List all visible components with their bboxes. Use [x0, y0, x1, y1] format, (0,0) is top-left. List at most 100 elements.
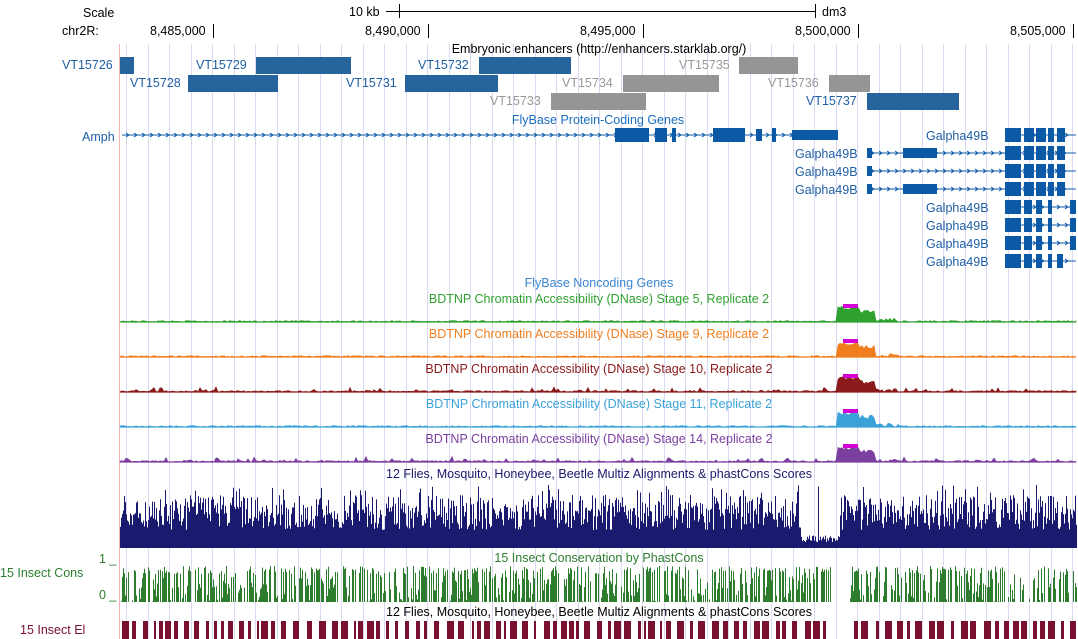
phastcons-bar	[877, 566, 878, 602]
phastcons-bar	[466, 600, 467, 602]
gene-label-amph[interactable]: Amph	[82, 130, 115, 144]
multiz-bar	[437, 516, 438, 548]
phastcons-bar	[294, 566, 295, 602]
dnase-stage5-title[interactable]: BDTNP Chromatin Accessibility (DNase) St…	[428, 292, 770, 306]
enhancer-feature[interactable]	[405, 75, 498, 92]
multiz-bar	[869, 499, 870, 548]
dnase-stage11-title[interactable]: BDTNP Chromatin Accessibility (DNase) St…	[425, 397, 773, 411]
dnase-stage14-title[interactable]: BDTNP Chromatin Accessibility (DNase) St…	[425, 432, 773, 446]
phastcons-bar	[826, 569, 827, 602]
dnase-stage10-title[interactable]: BDTNP Chromatin Accessibility (DNase) St…	[425, 362, 773, 376]
enhancer-label[interactable]: VT15728	[130, 76, 181, 90]
phastcons-bar	[421, 566, 422, 602]
multiz-bar	[1032, 528, 1033, 548]
flybase-track-title[interactable]: FlyBase Protein-Coding Genes	[511, 113, 685, 127]
multiz-bar	[320, 497, 321, 548]
enhancer-feature[interactable]	[256, 57, 351, 74]
conserved-element	[416, 621, 420, 639]
multiz-bar	[277, 515, 278, 548]
enhancer-track-title[interactable]: Embryonic enhancers (http://enhancers.st…	[451, 42, 747, 56]
galpha-gene-arrow	[958, 168, 963, 174]
noncoding-track-title[interactable]: FlyBase Noncoding Genes	[524, 276, 674, 290]
multiz-bar	[328, 499, 329, 548]
enhancer-label[interactable]: VT15732	[418, 58, 469, 72]
multiz-bar	[607, 511, 608, 548]
conserved-element	[477, 621, 481, 639]
dnase-stage9-title[interactable]: BDTNP Chromatin Accessibility (DNase) St…	[428, 327, 770, 341]
phastcons-bar	[201, 573, 202, 602]
phastcons-bar	[247, 571, 248, 602]
gene-label-galpha49b[interactable]: Galpha49B	[926, 129, 989, 143]
multiz-bar	[842, 529, 843, 548]
enhancer-feature[interactable]	[479, 57, 571, 74]
multiz-bar	[177, 508, 178, 548]
gene-label-galpha49b[interactable]: Galpha49B	[926, 255, 989, 269]
elements-left-label[interactable]: 15 Insect El	[20, 623, 86, 637]
multiz-bar	[151, 515, 152, 548]
multiz-bar	[365, 490, 366, 548]
gene-label-galpha49b[interactable]: Galpha49B	[795, 147, 858, 161]
phastcons-bar	[901, 577, 902, 602]
phastcons-bar	[467, 569, 468, 602]
enhancer-feature[interactable]	[623, 75, 719, 92]
enhancer-feature[interactable]	[829, 75, 870, 92]
gene-label-galpha49b[interactable]: Galpha49B	[795, 183, 858, 197]
phastcons-bar	[383, 593, 384, 602]
multiz-bar	[285, 528, 286, 548]
grid-line	[1029, 44, 1030, 639]
phastcons-bar	[431, 573, 432, 602]
phastcons-bar	[957, 585, 958, 602]
gene-models-svg[interactable]	[0, 0, 1078, 300]
phastcons-bar	[1048, 568, 1049, 602]
galpha-gene-arrow	[1064, 204, 1069, 210]
gene-label-galpha49b[interactable]: Galpha49B	[926, 237, 989, 251]
multiz-bar	[126, 514, 127, 548]
conserved-element	[522, 621, 528, 639]
conserved-element	[712, 621, 719, 639]
gene-label-galpha49b[interactable]: Galpha49B	[926, 219, 989, 233]
multiz-bar	[868, 513, 869, 548]
phastcons-bar	[221, 571, 222, 602]
phastcons-left-label[interactable]: 15 Insect Cons	[0, 566, 84, 580]
amph-gene-arrow	[541, 132, 546, 138]
multiz-bar	[547, 507, 548, 548]
gene-label-galpha49b[interactable]: Galpha49B	[926, 201, 989, 215]
multiz-bar	[217, 503, 218, 548]
enhancer-label[interactable]: VT15731	[346, 76, 397, 90]
amph-gene-arrow	[477, 132, 482, 138]
enhancer-feature[interactable]	[739, 57, 798, 74]
multiz-bar	[438, 515, 439, 548]
galpha-gene-arrow	[982, 150, 987, 156]
enhancer-feature[interactable]	[188, 75, 278, 92]
phastcons-bar	[722, 587, 723, 602]
multiz-bar	[675, 527, 676, 548]
enhancer-label[interactable]: VT15729	[196, 58, 247, 72]
phastcons-bar	[793, 579, 794, 602]
enhancer-feature[interactable]	[120, 57, 134, 74]
multiz-bar	[242, 527, 243, 548]
multiz-bar	[745, 496, 746, 548]
enhancer-label[interactable]: VT15735	[679, 58, 730, 72]
multiz-bar	[236, 491, 237, 548]
multiz-track-title[interactable]: 12 Flies, Mosquito, Honeybee, Beetle Mul…	[386, 467, 812, 481]
enhancer-label[interactable]: VT15737	[806, 94, 857, 108]
multiz-bar	[784, 527, 785, 548]
gene-label-galpha49b[interactable]: Galpha49B	[795, 165, 858, 179]
galpha-gene-arrow	[974, 186, 979, 192]
enhancer-label[interactable]: VT15726	[62, 58, 113, 72]
enhancer-feature[interactable]	[867, 93, 959, 110]
enhancer-label[interactable]: VT15733	[490, 94, 541, 108]
enhancer-label[interactable]: VT15736	[768, 76, 819, 90]
phastcons-bar	[543, 590, 544, 602]
phastcons-bar	[402, 600, 403, 602]
enhancer-feature[interactable]	[551, 93, 646, 110]
phastcons-track-title[interactable]: 15 Insect Conservation by PhastCons	[494, 551, 704, 565]
grid-line	[1008, 44, 1009, 639]
phastcons-bar	[473, 573, 474, 602]
multiz-bar	[516, 505, 517, 548]
multiz-bar	[743, 490, 744, 548]
elements-track-title[interactable]: 12 Flies, Mosquito, Honeybee, Beetle Mul…	[386, 605, 812, 619]
enhancer-label[interactable]: VT15734	[562, 76, 613, 90]
